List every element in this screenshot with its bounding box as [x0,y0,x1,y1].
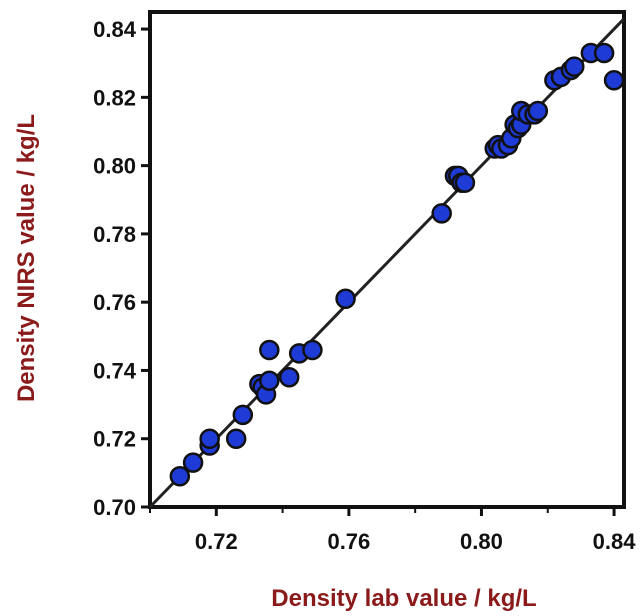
data-point [169,466,191,487]
y-tick-label: 0.80 [93,154,136,179]
data-point [593,42,615,64]
y-tick-label: 0.74 [93,358,137,383]
data-point [259,339,280,361]
data-point [335,288,356,310]
data-points [169,42,625,487]
x-tick-label: 0.72 [195,529,238,554]
data-point [278,367,300,388]
y-axis-title: Density NIRS value / kg/L [13,114,40,402]
x-axis-ticks: 0.72 0.76 0.80 0.84 [149,507,637,554]
y-tick-label: 0.78 [93,222,136,247]
y-tick-label: 0.70 [93,495,136,520]
y-tick-label: 0.82 [93,85,136,110]
x-axis-title: Density lab value / kg/L [271,585,536,612]
x-tick-label: 0.84 [593,529,637,554]
data-point [527,100,549,122]
y-axis-ticks: 0.70 0.72 0.74 0.76 0.78 0.80 0.82 0.84 [93,17,150,520]
x-tick-label: 0.80 [460,529,503,554]
data-point [431,203,452,224]
y-tick-label: 0.72 [93,427,136,452]
data-point [302,339,323,361]
data-point [199,428,220,449]
data-point [603,70,625,91]
data-point [182,452,204,473]
data-point [225,428,247,449]
reference-line [148,17,626,509]
plot-frame [148,10,626,509]
data-point [259,370,280,391]
data-point [454,172,476,193]
data-point [564,56,585,77]
x-tick-label: 0.76 [327,529,370,554]
y-tick-label: 0.84 [93,17,137,42]
y-tick-label: 0.76 [93,290,136,315]
data-point [232,404,254,426]
